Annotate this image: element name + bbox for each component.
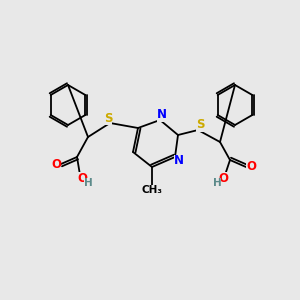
Text: O: O: [246, 160, 256, 173]
Text: CH₃: CH₃: [142, 185, 163, 195]
Text: S: S: [104, 112, 112, 124]
Text: H: H: [84, 178, 92, 188]
Text: O: O: [51, 158, 61, 170]
Text: N: N: [174, 154, 184, 167]
Text: O: O: [218, 172, 228, 184]
Text: O: O: [77, 172, 87, 184]
Text: H: H: [213, 178, 221, 188]
Text: S: S: [196, 118, 204, 131]
Text: N: N: [157, 109, 167, 122]
